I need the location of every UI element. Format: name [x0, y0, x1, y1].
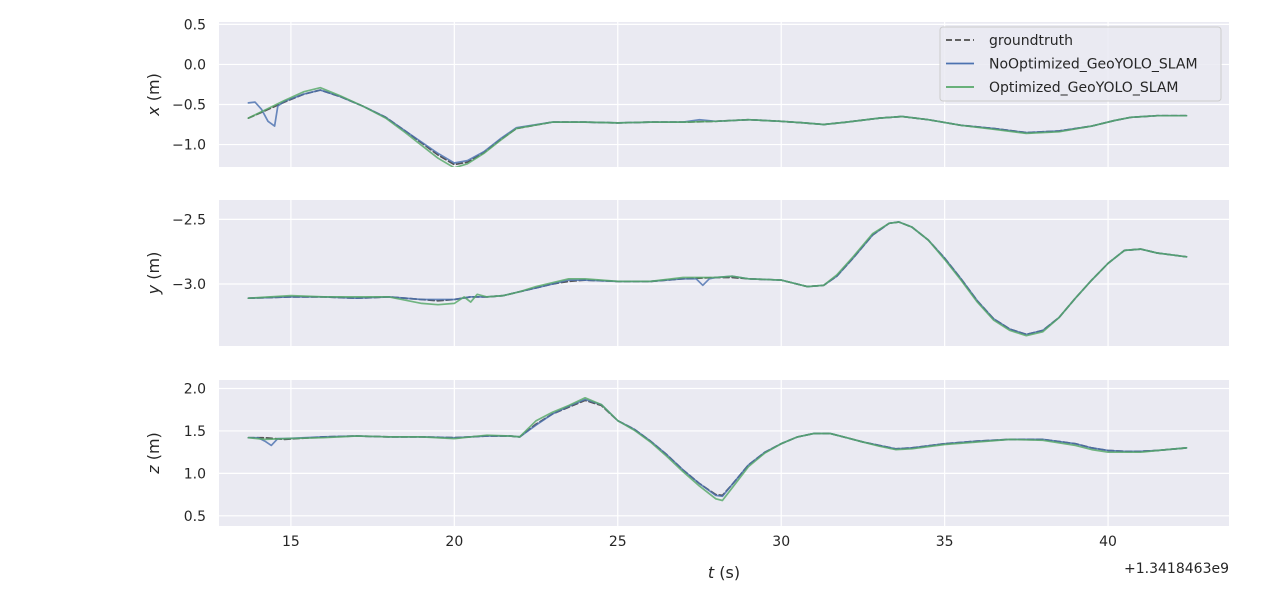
y-tick-label: 2.0	[184, 381, 206, 397]
y-axis-label: z (m)	[144, 432, 163, 475]
series-line-optimized-geoyolo-slam	[247, 221, 1188, 337]
y-tick-label: −1.0	[172, 138, 206, 154]
x-axis-offset-text: +1.3418463e9	[1124, 561, 1229, 577]
x-tick-label: 15	[282, 534, 300, 550]
y-tick-label: −0.5	[172, 98, 206, 114]
y-tick-label: 1.0	[184, 466, 206, 482]
y-tick-label: −2.5	[172, 212, 206, 228]
series-lines	[247, 86, 1188, 167]
series-line-optimized-geoyolo-slam	[247, 86, 1188, 167]
x-tick-label: 30	[772, 534, 790, 550]
y-tick-label: −3.0	[172, 277, 206, 293]
x-tick-label: 35	[936, 534, 954, 550]
legend-box	[939, 26, 1222, 102]
y-axis-label: x (m)	[144, 73, 163, 117]
series-line-optimized-geoyolo-slam	[247, 396, 1188, 502]
subplot-3: 15 20 25 30 35 40 2.0 1.5 1.0 0.5 z (m)	[144, 380, 1229, 550]
y-tick-label: 0.5	[184, 17, 206, 33]
subplot-2: −2.5 −3.0 y (m)	[144, 200, 1229, 346]
legend-label: groundtruth	[989, 33, 1073, 49]
series-lines	[247, 221, 1188, 337]
y-tick-label: 1.5	[184, 424, 206, 440]
y-tick-label: 0.0	[184, 57, 206, 73]
plot-area	[219, 380, 1229, 526]
x-tick-label: 20	[445, 534, 463, 550]
series-lines	[247, 396, 1188, 502]
legend: groundtruth NoOptimized_GeoYOLO_SLAM Optim…	[939, 26, 1222, 102]
x-tick-label: 25	[609, 534, 627, 550]
plot-area	[219, 200, 1229, 346]
x-axis-label: t (s)	[708, 563, 740, 582]
x-tick-label: 40	[1099, 534, 1117, 550]
legend-label: Optimized_GeoYOLO_SLAM	[989, 80, 1178, 96]
legend-label: NoOptimized_GeoYOLO_SLAM	[989, 57, 1198, 73]
y-tick-label: 0.5	[184, 509, 206, 525]
y-axis-label: y (m)	[144, 252, 163, 296]
